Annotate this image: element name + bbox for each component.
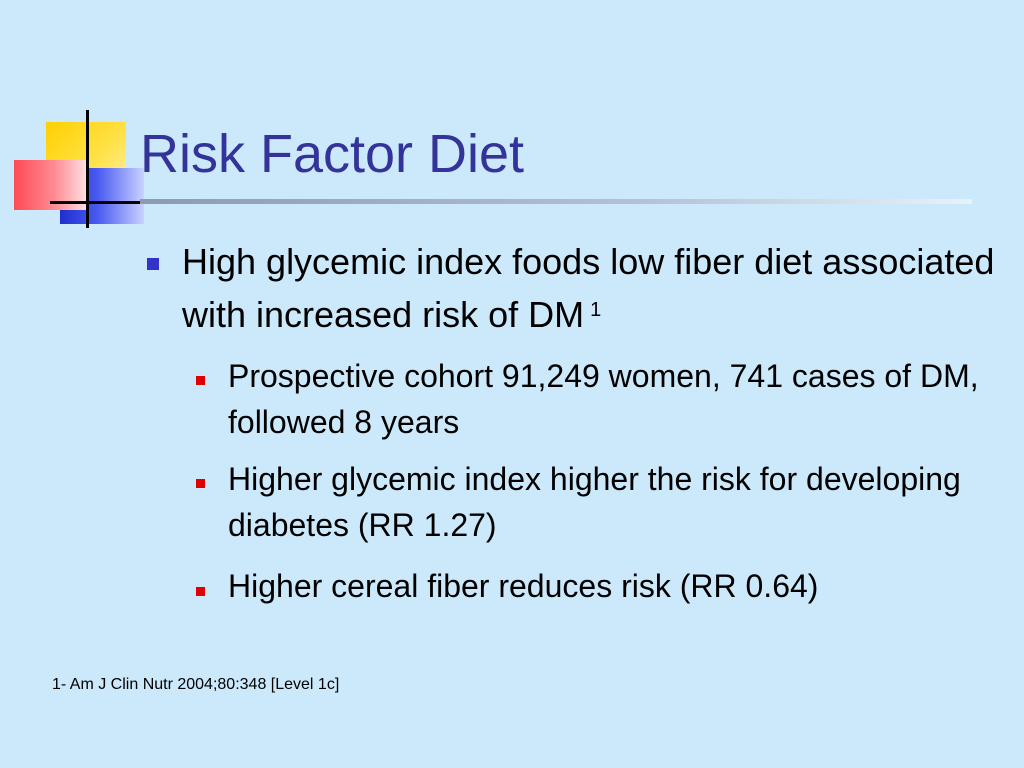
logo-horizontal-line <box>50 201 140 204</box>
logo-vertical-line <box>86 110 89 228</box>
sub-bullet-square-icon <box>196 587 205 596</box>
sub-bullet-square-icon <box>196 376 205 385</box>
bullet-text-level1: High glycemic index foods low fiber diet… <box>182 235 1002 341</box>
title-divider <box>140 199 972 204</box>
sub-bullet-square-icon <box>196 479 205 488</box>
footnote: 1- Am J Clin Nutr 2004;80:348 [Level 1c] <box>52 676 340 693</box>
bullet-square-icon <box>147 258 159 270</box>
footnote-marker: 1 <box>590 299 602 321</box>
slide-title: Risk Factor Diet <box>140 124 525 184</box>
sub-bullet-text: Higher cereal fiber reduces risk (RR 0.6… <box>228 568 819 604</box>
sub-bullet-text: Higher glycemic index higher the risk fo… <box>228 461 961 543</box>
bullet-main-text: High glycemic index foods low fiber diet… <box>182 241 995 335</box>
sub-bullet-text: Prospective cohort 91,249 women, 741 cas… <box>228 358 979 440</box>
